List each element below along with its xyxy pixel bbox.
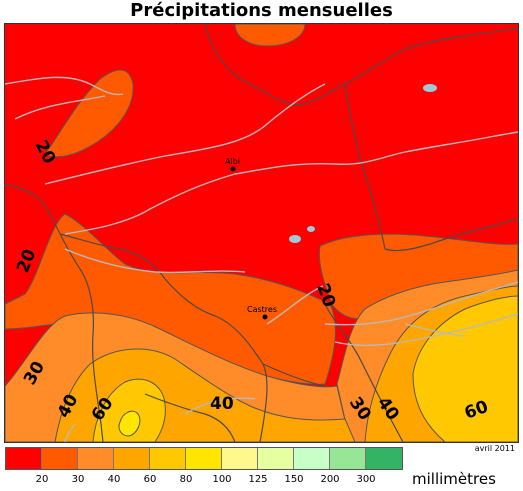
legend-swatch-9 — [330, 448, 366, 469]
lake-small — [307, 226, 315, 232]
legend-swatch-1 — [42, 448, 78, 469]
lake-center — [289, 235, 301, 243]
city-label-castres: Castres — [247, 305, 277, 314]
legend-swatch-10 — [366, 448, 402, 469]
zone-20-30-north — [234, 24, 306, 47]
zone-80-100-southwest — [118, 410, 141, 437]
lake-east — [423, 84, 437, 92]
legend-swatch-3 — [114, 448, 150, 469]
legend-swatch-7 — [258, 448, 294, 469]
legend-swatch-2 — [78, 448, 114, 469]
legend-tick-label: 125 — [248, 474, 268, 485]
legend-swatch-6 — [222, 448, 258, 469]
legend-tick-label: 30 — [71, 474, 85, 485]
legend-tick-label: 100 — [212, 474, 232, 485]
legend-swatch-8 — [294, 448, 330, 469]
city-marker-albi — [230, 166, 236, 172]
legend-swatch-5 — [186, 448, 222, 469]
legend-tick-label: 40 — [107, 474, 121, 485]
unit-label: millimètres — [412, 470, 496, 488]
legend-tick-label: 300 — [356, 474, 376, 485]
city-marker-castres — [262, 314, 268, 320]
map-canvas: Albi Castres 20 20 20 30 30 40 40 40 60 … — [5, 24, 518, 442]
legend-tick-label: 150 — [284, 474, 304, 485]
precipitation-map: Albi Castres 20 20 20 30 30 40 40 40 60 … — [4, 23, 519, 443]
legend-tick-label: 60 — [143, 474, 157, 485]
color-legend — [5, 447, 403, 470]
legend-swatch-4 — [150, 448, 186, 469]
isoline-label-40-south: 40 — [210, 394, 234, 414]
legend-tick-label: 200 — [320, 474, 340, 485]
legend-swatch-0 — [6, 448, 42, 469]
department-boundaries — [5, 24, 518, 442]
zone-20-30-northwest — [44, 69, 134, 158]
legend-tick-label: 20 — [35, 474, 49, 485]
legend-tick-label: 80 — [179, 474, 193, 485]
map-title: Précipitations mensuelles — [130, 0, 393, 21]
rivers — [5, 76, 518, 442]
city-label-albi: Albi — [225, 157, 240, 166]
date-label: avril 2011 — [474, 444, 515, 453]
